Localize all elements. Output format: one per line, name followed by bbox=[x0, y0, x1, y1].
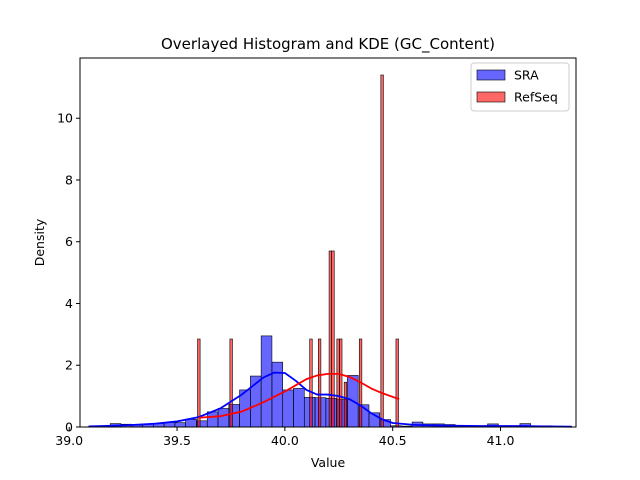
x-tick-label: 40.0 bbox=[271, 433, 299, 448]
y-tick-label: 0 bbox=[65, 420, 73, 435]
sra-bar bbox=[282, 389, 294, 428]
y-tick-label: 2 bbox=[65, 358, 73, 373]
refseq-bar bbox=[309, 338, 313, 428]
sra-bar bbox=[206, 411, 219, 428]
x-tick-label: 41.0 bbox=[487, 433, 515, 448]
kde-layer bbox=[88, 371, 572, 428]
legend-swatch bbox=[476, 69, 506, 81]
refseq-bar bbox=[339, 338, 343, 428]
y-tick-label: 6 bbox=[65, 234, 73, 249]
refseq-bar bbox=[395, 338, 399, 428]
x-tick-label: 39.5 bbox=[163, 433, 191, 448]
legend-label: SRA bbox=[514, 68, 539, 83]
sra-bar bbox=[260, 335, 273, 428]
y-axis-ticks: 0 2 4 6 8 10 bbox=[57, 111, 80, 435]
refseq-bar bbox=[343, 381, 348, 428]
sra-bar bbox=[174, 422, 186, 428]
refseq-bar bbox=[331, 250, 335, 428]
plot-frame bbox=[79, 57, 577, 428]
refseq-bar bbox=[328, 250, 332, 428]
refseq-bar bbox=[197, 338, 201, 428]
sra-bar bbox=[293, 388, 305, 428]
y-tick-label: 4 bbox=[65, 296, 73, 311]
y-axis-label: Density bbox=[32, 218, 47, 266]
y-tick-label: 8 bbox=[65, 172, 73, 187]
sra-bar bbox=[185, 418, 197, 428]
x-tick-label: 39.0 bbox=[55, 433, 83, 448]
x-tick-label: 40.5 bbox=[379, 433, 407, 448]
refseq-kde-line bbox=[198, 372, 400, 419]
sra-kde-line bbox=[88, 371, 572, 428]
x-axis-label: Value bbox=[311, 455, 346, 470]
sra-bar bbox=[217, 408, 230, 428]
legend-label: RefSeq bbox=[514, 90, 558, 105]
refseq-bar bbox=[317, 338, 322, 428]
refseq-bar bbox=[380, 74, 384, 428]
legend: SRA RefSeq bbox=[470, 62, 570, 112]
x-axis-ticks: 39.0 39.5 40.0 40.5 41.0 bbox=[55, 427, 514, 448]
legend-swatch bbox=[476, 91, 506, 103]
chart-title: Overlayed Histogram and KDE (GC_Content) bbox=[161, 35, 495, 54]
y-tick-label: 10 bbox=[57, 111, 73, 126]
refseq-bar bbox=[336, 338, 340, 428]
